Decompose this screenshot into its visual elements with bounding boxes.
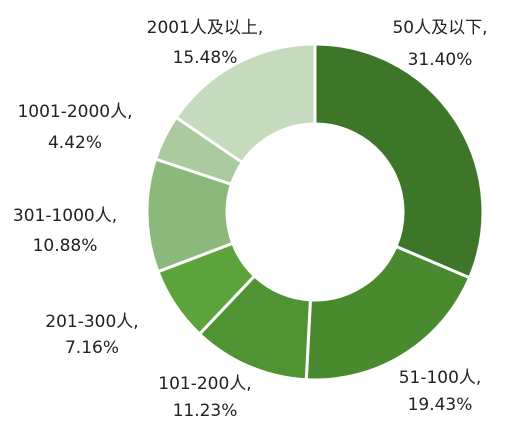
value-label: 19.43% (408, 395, 473, 415)
value-label: 31.40% (408, 50, 473, 70)
category-label: 50人及以下, (392, 18, 487, 38)
donut-slice (174, 42, 317, 165)
donut-slice (304, 244, 472, 382)
category-label: 2001人及以上, (147, 18, 264, 38)
donut-slice (313, 42, 485, 280)
value-label: 10.88% (33, 236, 98, 256)
category-label: 1001-2000人, (17, 102, 132, 122)
value-label: 7.16% (65, 338, 119, 358)
category-label: 51-100人, (399, 368, 482, 388)
value-label: 15.48% (173, 48, 238, 68)
value-label: 4.42% (48, 133, 102, 153)
value-label: 11.23% (173, 401, 238, 421)
category-label: 201-300人, (45, 312, 138, 332)
category-label: 101-200人, (158, 374, 251, 394)
category-label: 301-1000人, (13, 206, 117, 226)
